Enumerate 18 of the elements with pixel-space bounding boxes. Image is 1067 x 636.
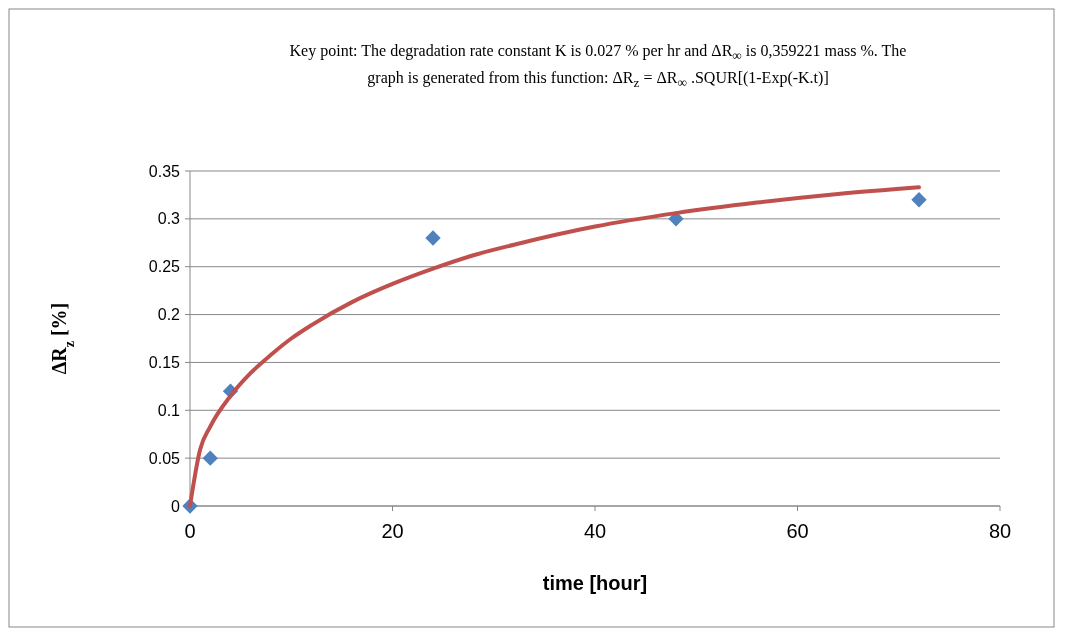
y-tick-label: 0.25	[148, 258, 181, 276]
x-tick-label: 80	[988, 520, 1012, 542]
x-tick-label: 0	[184, 520, 196, 542]
x-tick-label: 20	[381, 520, 404, 542]
point	[202, 450, 218, 466]
x-tick-label: 60	[786, 520, 809, 542]
y-tick-label: 0	[171, 497, 181, 515]
y-tick-label: 0.3	[157, 210, 181, 228]
x-axis-title: time [hour]	[542, 572, 648, 594]
y-tick-label: 0.35	[148, 162, 181, 180]
y-tick-label: 0.1	[157, 401, 181, 419]
y-tick-label: 0.05	[148, 449, 181, 467]
chart-title: Key point: The degradation rate constant K is 0.027 % per hr and ΔR$_{∞}$ is 0,359221 mass %. The graph is generated from this function: ΔR$_{z}$ = ΔR$_{∞}$ .SQUR[(1-Exp(-K.t)]	[289, 42, 907, 91]
y-tick-label: 0.15	[148, 354, 181, 372]
point	[425, 230, 441, 246]
point	[911, 192, 927, 208]
y-tick-label: 0.2	[157, 306, 181, 324]
x-tick-label: 40	[583, 520, 607, 542]
